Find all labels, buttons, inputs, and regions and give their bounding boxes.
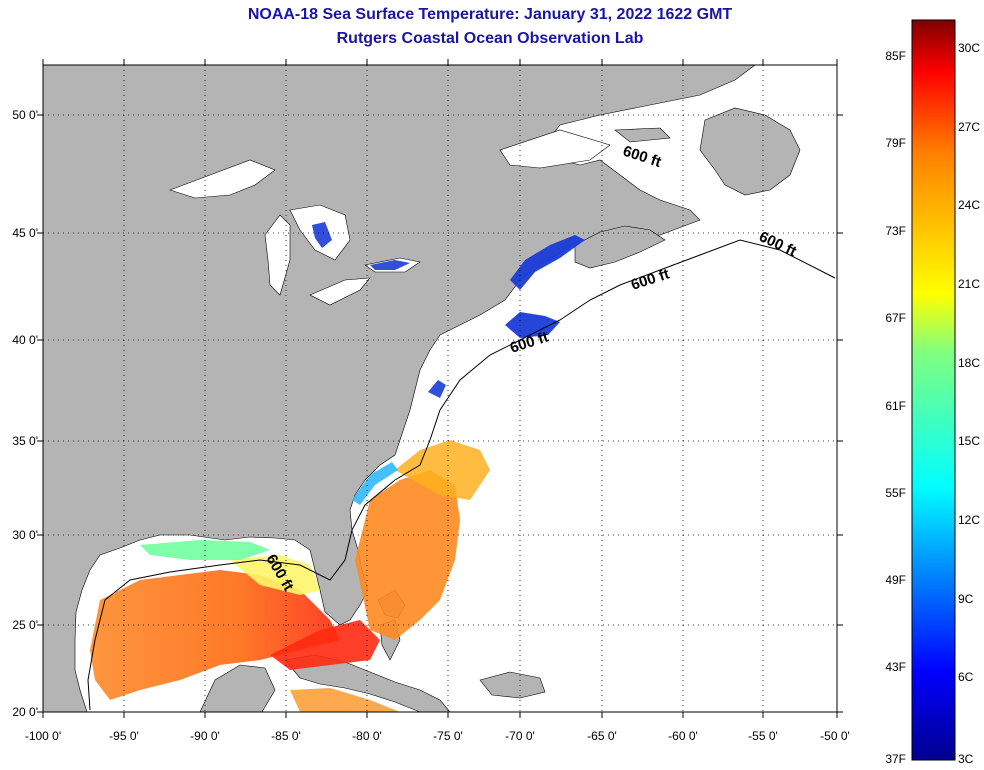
map-subtitle: Rutgers Coastal Ocean Observation Lab [336, 30, 644, 47]
sst-lake-erie [370, 260, 410, 270]
colorbar-f-label: 79F [885, 136, 906, 150]
colorbar [911, 19, 956, 761]
colorbar-f-labels: 85F 79F 73F 67F 61F 55F 49F 43F 37F [885, 49, 906, 766]
lon-label: -50 0' [820, 729, 850, 743]
lat-label: 30 0' [12, 528, 38, 542]
colorbar-f-label: 85F [885, 49, 906, 63]
lon-label: -75 0' [433, 729, 463, 743]
lon-label: -70 0' [505, 729, 535, 743]
colorbar-f-label: 67F [885, 311, 906, 325]
land-hispaniola [479, 671, 546, 699]
sst-gulf-west [90, 570, 340, 700]
land-anticosti [614, 127, 671, 143]
sst-maine-cold [510, 235, 585, 290]
lon-label: -80 0' [352, 729, 382, 743]
sst-mid-atlantic-cold [505, 312, 560, 338]
lat-label: 25 0' [12, 618, 38, 632]
lon-label: -55 0' [748, 729, 778, 743]
land-mass [42, 64, 756, 713]
colorbar-c-label: 24C [958, 198, 980, 212]
lat-label: 40 0' [12, 333, 38, 347]
land-nova-scotia [574, 225, 666, 269]
lat-label: 50 0' [12, 108, 38, 122]
lon-label: -85 0' [271, 729, 301, 743]
sst-caribbean [290, 688, 400, 712]
colorbar-f-label: 37F [885, 752, 906, 766]
colorbar-f-label: 49F [885, 573, 906, 587]
colorbar-c-label: 18C [958, 356, 980, 370]
colorbar-f-label: 61F [885, 399, 906, 413]
colorbar-c-label: 30C [958, 41, 980, 55]
great-lakes [169, 129, 611, 306]
map-title: NOAA-18 Sea Surface Temperature: January… [247, 6, 733, 23]
sst-chesapeake [428, 380, 446, 398]
longitude-labels: -100 0' -95 0' -90 0' -85 0' -80 0' -75 … [25, 729, 850, 743]
land-newfoundland [699, 107, 801, 196]
latitude-labels: 50 0' 45 0' 40 0' 35 0' 30 0' 25 0' 20 0… [12, 108, 38, 719]
colorbar-f-label: 55F [885, 486, 906, 500]
colorbar-c-label: 6C [958, 670, 974, 684]
sst-carolina [395, 440, 490, 500]
colorbar-c-label: 3C [958, 752, 974, 766]
lat-label: 35 0' [12, 434, 38, 448]
lon-label: -95 0' [109, 729, 139, 743]
isobath-600ft [87, 239, 836, 711]
colorbar-c-label: 15C [958, 434, 980, 448]
sst-atlantic-gulfstream [355, 470, 460, 640]
lon-label: -90 0' [190, 729, 220, 743]
sst-lake-huron [312, 222, 332, 248]
lon-label: -60 0' [668, 729, 698, 743]
colorbar-c-label: 9C [958, 592, 974, 606]
lon-label: -100 0' [25, 729, 61, 743]
colorbar-c-label: 21C [958, 277, 980, 291]
colorbar-f-label: 43F [885, 660, 906, 674]
lat-label: 45 0' [12, 226, 38, 240]
colorbar-c-label: 27C [958, 120, 980, 134]
map-frame [42, 64, 838, 713]
lon-label: -65 0' [587, 729, 617, 743]
lat-label: 20 0' [12, 705, 38, 719]
colorbar-c-label: 12C [958, 513, 980, 527]
sst-florida-straits [270, 620, 380, 670]
colorbar-f-label: 73F [885, 224, 906, 238]
sst-georgia-coast [352, 462, 398, 505]
colorbar-c-labels: 30C 27C 24C 21C 18C 15C 12C 9C 6C 3C [958, 41, 980, 766]
